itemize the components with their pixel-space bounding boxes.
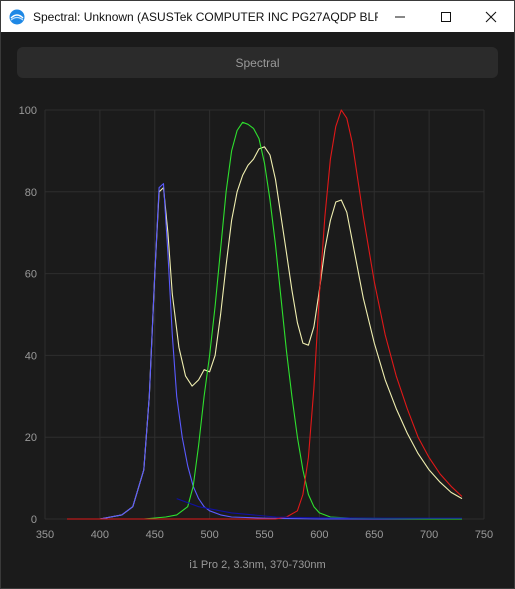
- x-tick-label: 750: [475, 529, 493, 541]
- x-tick-label: 700: [420, 529, 438, 541]
- minimize-button[interactable]: [377, 1, 423, 32]
- device-caption: i1 Pro 2, 3.3nm, 370-730nm: [189, 559, 326, 571]
- y-tick-label: 100: [19, 105, 37, 117]
- series-line-green: [67, 121, 462, 520]
- minimize-icon: [395, 16, 405, 17]
- maximize-icon: [441, 11, 451, 22]
- y-tick-label: 20: [25, 432, 37, 444]
- x-tick-label: 500: [200, 529, 218, 541]
- tab-spectral-label: Spectral: [235, 55, 280, 70]
- series-line-red: [67, 109, 463, 520]
- series-line-navy: [176, 498, 462, 519]
- close-button[interactable]: [468, 1, 514, 32]
- y-tick-label: 80: [25, 187, 37, 199]
- x-tick-label: 350: [36, 529, 54, 541]
- series-line-white: [67, 146, 463, 520]
- series-line-blue: [67, 183, 462, 520]
- tab-spectral[interactable]: Spectral: [17, 47, 498, 78]
- maximize-button[interactable]: [423, 1, 469, 32]
- spectrum-app-icon: [9, 9, 25, 24]
- y-tick-label: 0: [31, 514, 37, 526]
- x-axis-ticks: 350 400 450 500 550 600 650 700 750: [36, 529, 493, 541]
- y-tick-label: 40: [25, 350, 37, 362]
- spectral-chart: 0 20 40 60 80 100 350 400 450 500 550 600 650 700 750: [19, 105, 494, 541]
- x-tick-label: 550: [255, 529, 273, 541]
- y-tick-label: 60: [25, 269, 37, 281]
- y-axis-ticks: 0 20 40 60 80 100: [19, 105, 37, 526]
- chart-series: [67, 109, 463, 520]
- x-tick-label: 400: [91, 529, 109, 541]
- x-tick-label: 650: [365, 529, 383, 541]
- close-icon: [485, 11, 497, 22]
- title-bar[interactable]: Spectral: Unknown (ASUSTek COMPUTER INC …: [1, 1, 514, 32]
- chart-grid: [44, 109, 485, 520]
- x-tick-label: 450: [146, 529, 164, 541]
- x-tick-label: 600: [310, 529, 328, 541]
- window-title: Spectral: Unknown (ASUSTek COMPUTER INC …: [33, 9, 378, 24]
